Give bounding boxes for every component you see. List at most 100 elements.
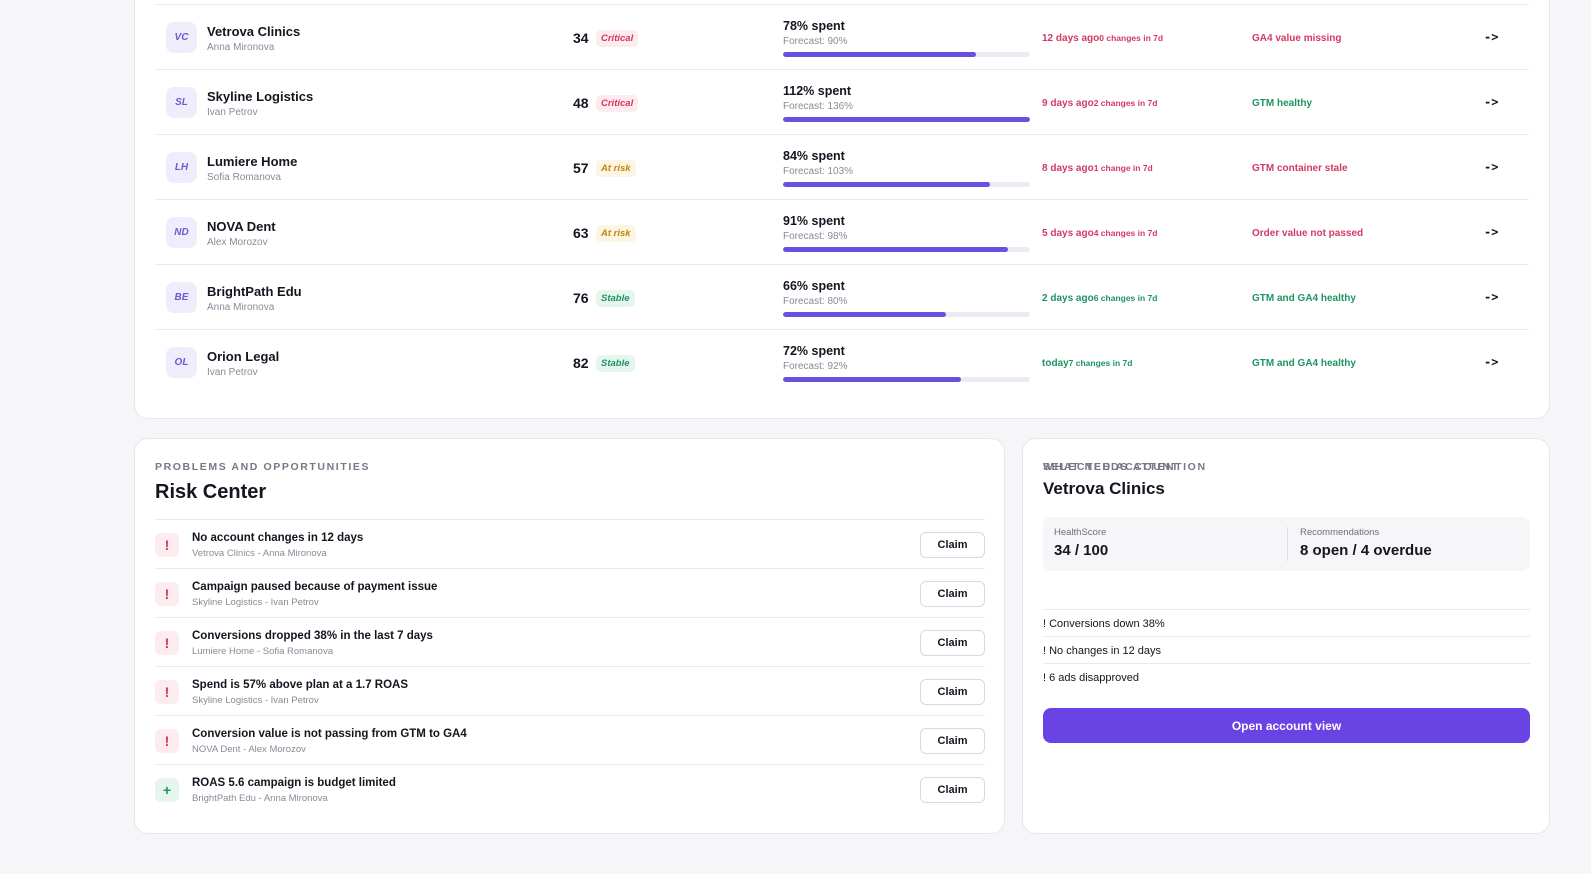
risk-item-subtitle: Lumiere Home - Sofia Romanova — [192, 646, 333, 657]
claim-button[interactable]: Claim — [920, 630, 985, 656]
stat-label: Recommendations — [1300, 527, 1380, 538]
account-row[interactable]: VC Vetrova Clinics Anna Mironova 34 Crit… — [155, 4, 1529, 70]
account-name[interactable]: Orion Legal — [207, 349, 280, 364]
health-score: 82 — [573, 355, 589, 371]
risk-item-subtitle: Skyline Logistics - Ivan Petrov — [192, 597, 319, 608]
status-badge: Stable — [596, 355, 635, 372]
account-avatar: VC — [166, 22, 197, 53]
last-change-age: 8 days ago — [1042, 163, 1094, 174]
health-score: 63 — [573, 225, 589, 241]
account-row[interactable]: ND NOVA Dent Alex Morozov 63 At risk 91%… — [155, 199, 1529, 265]
changes-count: 2 changes in 7d — [1093, 98, 1158, 108]
risk-item-title: ROAS 5.6 campaign is budget limited — [192, 777, 396, 789]
claim-button[interactable]: Claim — [920, 728, 985, 754]
last-change: today7 changes in 7d — [1042, 358, 1132, 369]
budget-progress-fill — [783, 312, 947, 317]
account-owner: Alex Morozov — [207, 237, 268, 248]
stat-value: 8 open / 4 overdue — [1300, 542, 1432, 559]
changes-count: 6 changes in 7d — [1093, 293, 1158, 303]
status-badge: Critical — [596, 95, 639, 112]
risk-item-title: Spend is 57% above plan at a 1.7 ROAS — [192, 679, 409, 691]
account-avatar: BE — [166, 282, 197, 313]
account-owner: Ivan Petrov — [207, 107, 258, 118]
alert-icon: ! — [155, 533, 179, 557]
account-row[interactable]: BE BrightPath Edu Anna Mironova 76 Stabl… — [155, 264, 1529, 330]
account-owner: Sofia Romanova — [207, 172, 281, 183]
risk-item: ! Conversion value is not passing from G… — [155, 715, 985, 764]
accounts-table-card: VC Vetrova Clinics Anna Mironova 34 Crit… — [134, 0, 1550, 419]
last-change-age: 9 days ago — [1042, 98, 1094, 109]
account-avatar: ND — [166, 217, 197, 248]
attention-title: WHAT NEEDS ATTENTION — [1043, 461, 1207, 473]
open-account-view-button[interactable]: Open account view — [1043, 708, 1530, 743]
last-change: 5 days ago4 changes in 7d — [1042, 228, 1157, 239]
changes-count: 1 change in 7d — [1093, 163, 1153, 173]
account-name[interactable]: BrightPath Edu — [207, 284, 302, 299]
budget-progress-bar — [783, 247, 1030, 252]
risk-item: ! No account changes in 12 days Vetrova … — [155, 519, 985, 568]
open-account-arrow[interactable]: -> — [1484, 225, 1499, 239]
tracking-status: GTM and GA4 healthy — [1252, 358, 1356, 369]
risk-center-card: PROBLEMS AND OPPORTUNITIES Risk Center !… — [134, 438, 1005, 834]
open-account-arrow[interactable]: -> — [1484, 290, 1499, 304]
account-name[interactable]: NOVA Dent — [207, 219, 276, 234]
account-stats: HealthScore 34 / 100 Recommendations 8 o… — [1043, 517, 1530, 571]
account-owner: Ivan Petrov — [207, 367, 258, 378]
open-account-arrow[interactable]: -> — [1484, 30, 1499, 44]
last-change-age: 2 days ago — [1042, 293, 1094, 304]
risk-center-eyebrow: PROBLEMS AND OPPORTUNITIES — [155, 461, 371, 473]
budget-progress-fill — [783, 117, 1030, 122]
budget-forecast: Forecast: 98% — [783, 231, 848, 242]
tracking-status: GTM and GA4 healthy — [1252, 293, 1356, 304]
last-change: 12 days ago0 changes in 7d — [1042, 33, 1163, 44]
open-account-arrow[interactable]: -> — [1484, 160, 1499, 174]
attention-item: ! No changes in 12 days — [1043, 636, 1530, 663]
open-account-arrow[interactable]: -> — [1484, 355, 1499, 369]
stat-label: HealthScore — [1054, 527, 1107, 538]
alert-icon: ! — [155, 631, 179, 655]
account-name[interactable]: Vetrova Clinics — [207, 24, 301, 39]
claim-button[interactable]: Claim — [920, 581, 985, 607]
alert-icon: ! — [155, 582, 179, 606]
status-badge: Critical — [596, 30, 639, 47]
budget-forecast: Forecast: 103% — [783, 166, 854, 177]
health-score: 76 — [573, 290, 589, 306]
tracking-status: GTM container stale — [1252, 163, 1348, 174]
last-change: 2 days ago6 changes in 7d — [1042, 293, 1157, 304]
selected-account-card: SELECTED ACCOUNT Vetrova Clinics HealthS… — [1022, 438, 1550, 834]
changes-count: 0 changes in 7d — [1099, 33, 1164, 43]
health-score: 48 — [573, 95, 589, 111]
open-account-arrow[interactable]: -> — [1484, 95, 1499, 109]
budget-progress-fill — [783, 52, 976, 57]
health-score: 57 — [573, 160, 589, 176]
last-change-age: 12 days ago — [1042, 33, 1100, 44]
risk-item-title: No account changes in 12 days — [192, 532, 364, 544]
account-row[interactable]: LH Lumiere Home Sofia Romanova 57 At ris… — [155, 134, 1529, 200]
budget-progress-bar — [783, 182, 1030, 187]
changes-count: 4 changes in 7d — [1093, 228, 1158, 238]
status-badge: At risk — [596, 225, 636, 242]
account-row[interactable]: OL Orion Legal Ivan Petrov 82 Stable 72%… — [155, 329, 1529, 395]
account-name[interactable]: Lumiere Home — [207, 154, 298, 169]
budget-forecast: Forecast: 92% — [783, 361, 848, 372]
budget-spent: 78% spent — [783, 19, 845, 33]
account-name[interactable]: Skyline Logistics — [207, 89, 314, 104]
account-row[interactable]: SL Skyline Logistics Ivan Petrov 48 Crit… — [155, 69, 1529, 135]
budget-progress-fill — [783, 247, 1008, 252]
budget-progress-bar — [783, 117, 1030, 122]
plus-icon: + — [155, 778, 179, 802]
recommendations-stat: Recommendations 8 open / 4 overdue — [1300, 527, 1432, 559]
attention-item: ! Conversions down 38% — [1043, 609, 1530, 636]
claim-button[interactable]: Claim — [920, 532, 985, 558]
budget-forecast: Forecast: 136% — [783, 101, 854, 112]
health-score: 34 — [573, 30, 589, 46]
budget-spent: 84% spent — [783, 149, 845, 163]
claim-button[interactable]: Claim — [920, 777, 985, 803]
selected-account-eyebrow: SELECTED ACCOUNT — [1043, 461, 1180, 473]
risk-item: ! Conversions dropped 38% in the last 7 … — [155, 617, 985, 666]
claim-button[interactable]: Claim — [920, 679, 985, 705]
stat-divider — [1287, 527, 1288, 561]
risk-center-title: Risk Center — [155, 481, 267, 503]
last-change-age: today — [1042, 358, 1069, 369]
account-owner: Anna Mironova — [207, 302, 275, 313]
